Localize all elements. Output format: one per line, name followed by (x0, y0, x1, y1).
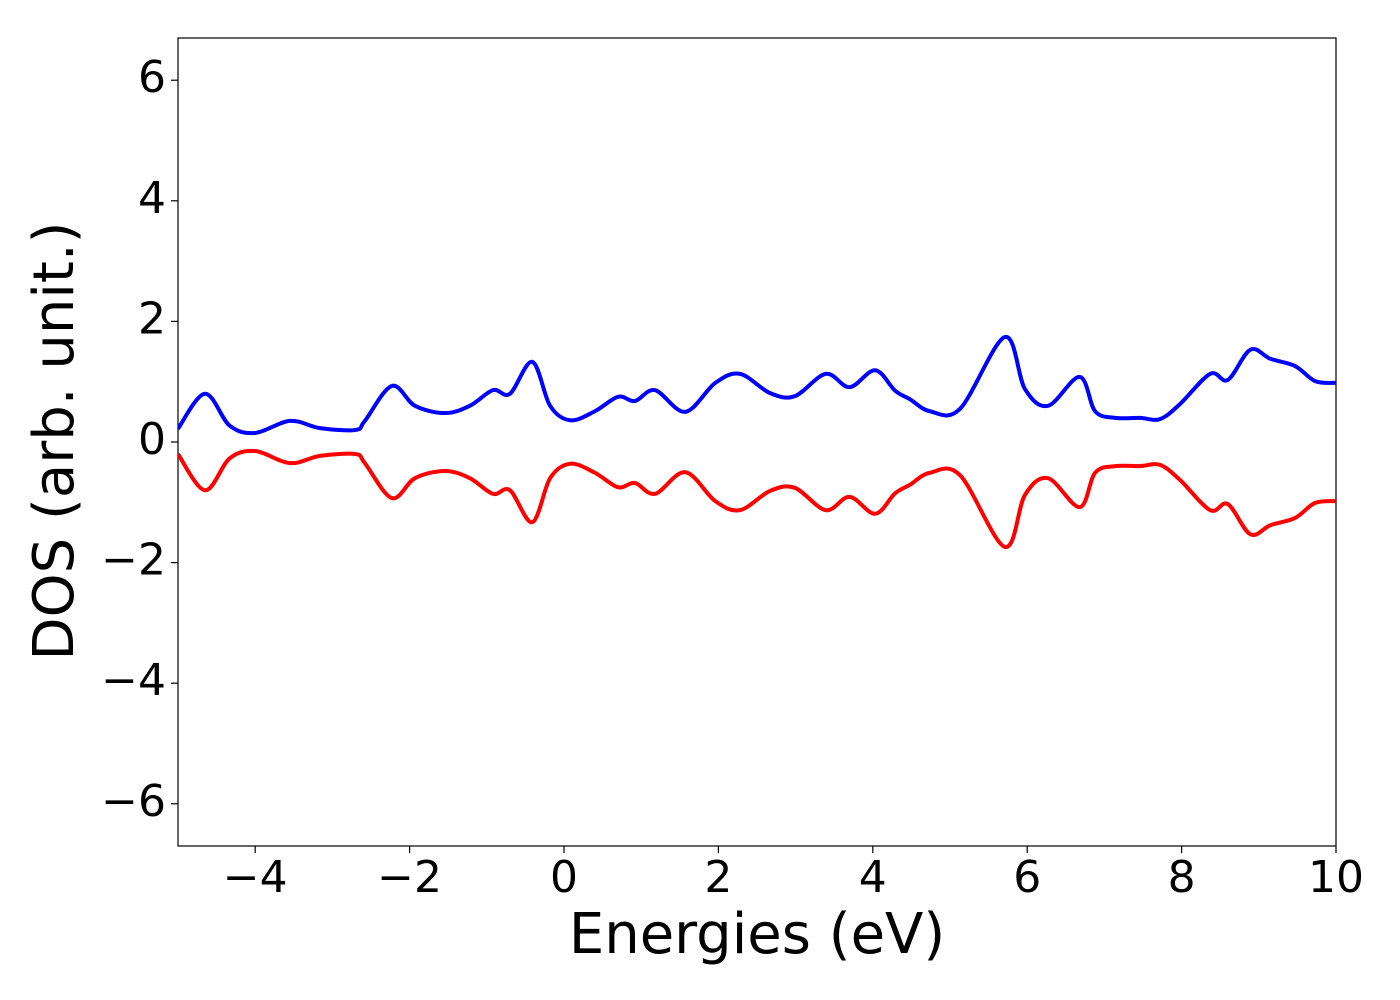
y-tick-label: −2 (101, 535, 166, 586)
x-tick-label: −2 (377, 852, 442, 903)
y-axis-label: DOS (arb. unit.) (22, 221, 87, 660)
y-tick-label: 4 (138, 173, 166, 224)
line-series (178, 448, 1336, 549)
x-tick-label: 8 (1168, 852, 1196, 903)
x-tick-label: 6 (1013, 852, 1041, 903)
x-tick-label: 4 (859, 852, 887, 903)
y-tick-label: −4 (101, 655, 166, 706)
x-tick-label: 0 (550, 852, 578, 903)
line-series (178, 335, 1336, 436)
y-tick-label: 0 (138, 414, 166, 465)
plot-frame (177, 37, 1337, 847)
y-tick-label: 6 (138, 52, 166, 103)
x-tick-label: 10 (1308, 852, 1364, 903)
y-tick-label: −6 (101, 776, 166, 827)
x-axis-label: Energies (eV) (569, 902, 945, 967)
x-tick-label: 2 (704, 852, 732, 903)
x-tick-label: −4 (223, 852, 288, 903)
y-tick-label: 2 (138, 293, 166, 344)
